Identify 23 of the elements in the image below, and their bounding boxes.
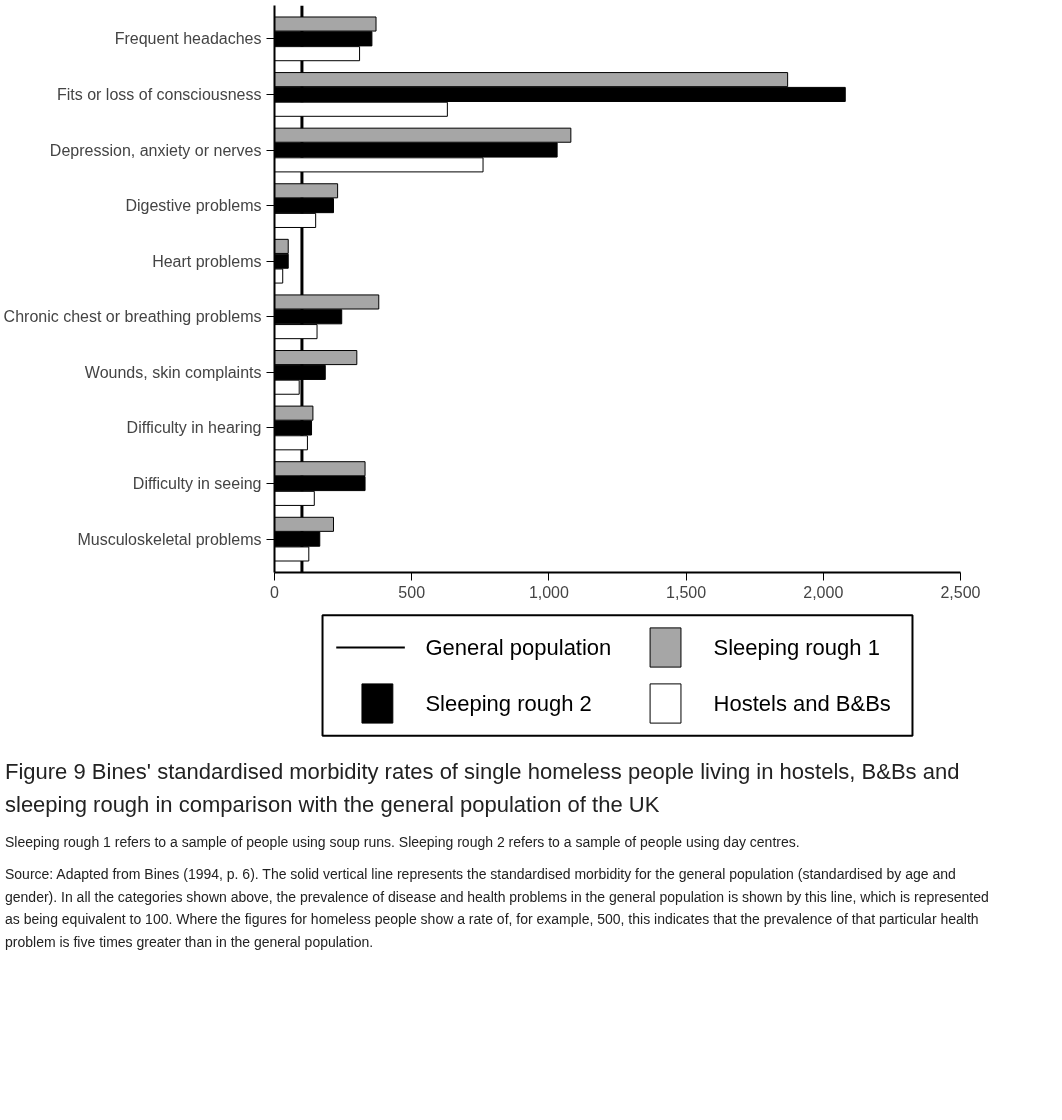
y-tick-label: Frequent headaches bbox=[114, 30, 262, 48]
x-tick-label: 1,000 bbox=[528, 583, 570, 601]
y-tick-label: Difficulty in seeing bbox=[132, 475, 262, 493]
y-tick-label: Chronic chest or breathing problems bbox=[3, 308, 262, 326]
legend-label: Hostels and B&Bs bbox=[713, 691, 891, 716]
y-tick-label: Musculoskeletal problems bbox=[77, 530, 262, 548]
source-note: Source: Adapted from Bines (1994, p. 6). The solid vertical line represents the standardised morbidity for the general population (standardised by age and gender). In all the categories shown above, the prevalence of disease and health problems in the general population is shown by this line, which is represented as being equivalent to 100. Where the figures for homeless people show a rate of, for example, 500, this indicates that the prevalence of that particular health problem is five times greater than in the general population. bbox=[5, 865, 990, 952]
x-tick-label: 2,500 bbox=[940, 583, 981, 601]
y-tick-label: Heart problems bbox=[152, 252, 262, 270]
legend-label: Sleeping rough 2 bbox=[425, 691, 592, 716]
text: Figure 9 Bines' standardised morbidity rates of single homeless people living in hostels, B&Bs and sleeping rough in comparison with the general population of the UK bbox=[5, 758, 961, 819]
x-tick-label: 1,500 bbox=[666, 583, 707, 601]
text: Sleeping rough 1 refers to a sample of people using soup runs. Sleeping rough 2 refers to a sample of people using day centres. bbox=[5, 833, 800, 852]
y-tick-label: Wounds, skin complaints bbox=[84, 363, 262, 381]
y-tick-label: Digestive problems bbox=[125, 197, 262, 215]
x-tick-label: 2,000 bbox=[803, 583, 844, 601]
x-tick-label: 0 bbox=[270, 583, 280, 601]
y-tick-label: Difficulty in hearing bbox=[126, 419, 262, 437]
y-tick-label: Fits or loss of consciousness bbox=[56, 85, 262, 103]
x-tick-label: 500 bbox=[398, 583, 426, 601]
y-tick-label: Depression, anxiety or nerves bbox=[49, 141, 262, 159]
legend-label: Sleeping rough 1 bbox=[713, 635, 880, 660]
legend-label: General population bbox=[425, 635, 612, 660]
